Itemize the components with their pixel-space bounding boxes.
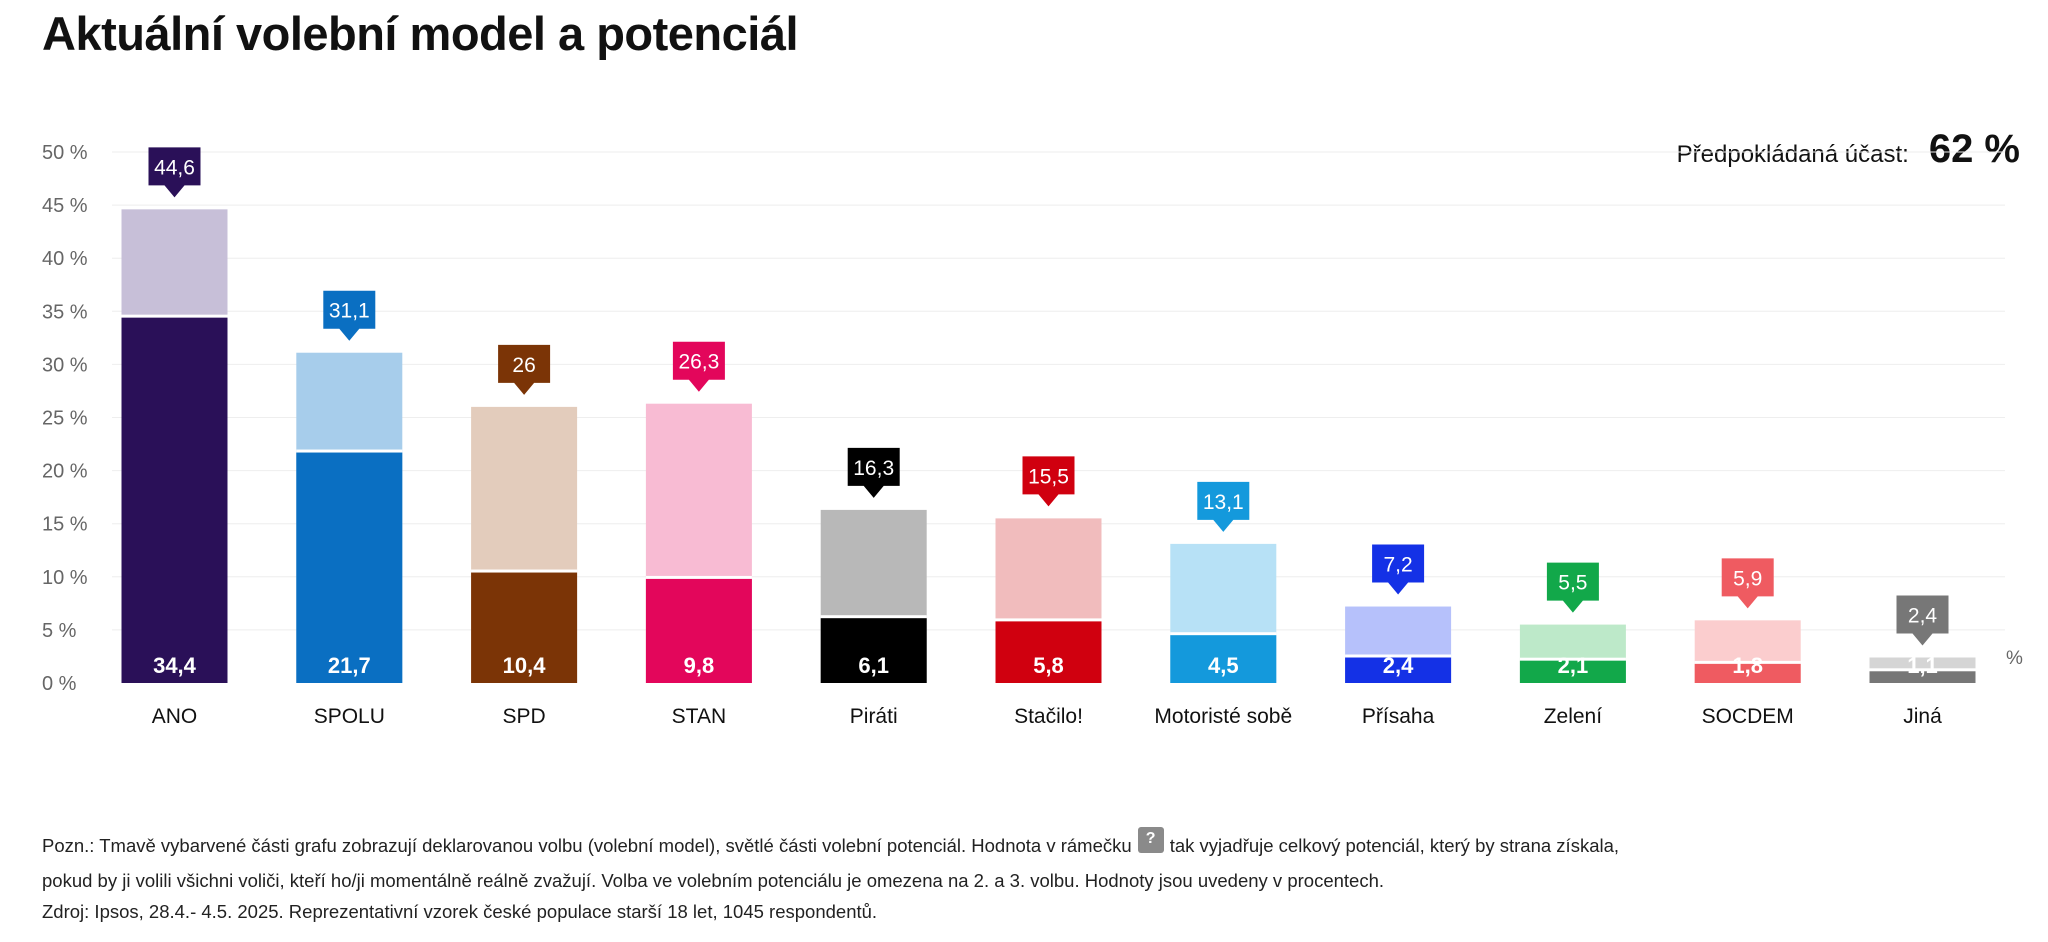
- potential-value-label: 26: [512, 354, 535, 377]
- turnout-value: 62 %: [1928, 127, 2020, 171]
- model-value-label: 1,1: [1907, 653, 1938, 678]
- source-text: Zdroj: Ipsos, 28.4.- 4.5. 2025. Reprezen…: [42, 901, 878, 922]
- category-label: ANO: [152, 705, 198, 728]
- y-tick-label: 45 %: [42, 195, 88, 217]
- potential-flag: [1721, 558, 1774, 609]
- model-bar: [1694, 663, 1801, 683]
- bar-separator: [1345, 654, 1452, 658]
- model-bar: [1519, 660, 1626, 683]
- bar-separator: [1694, 660, 1801, 664]
- bar-separator: [820, 615, 927, 619]
- y-tick-label: 0 %: [42, 673, 77, 695]
- model-bar: [820, 618, 927, 683]
- unit-label: %: [2006, 648, 2023, 669]
- category-label: SOCDEM: [1702, 705, 1794, 728]
- question-badge-icon: ?: [1137, 827, 1164, 853]
- potential-flag: [847, 447, 900, 498]
- note-text-2: pokud by ji volili všichni voliči, kteří…: [42, 870, 1384, 891]
- model-value-label: 2,4: [1383, 653, 1414, 678]
- y-tick-label: 5 %: [42, 620, 77, 642]
- model-bar: [1869, 671, 1976, 683]
- bar-separator: [645, 575, 752, 579]
- model-value-label: 6,1: [858, 653, 889, 678]
- y-tick-label: 15 %: [42, 514, 88, 536]
- category-label: SPOLU: [314, 705, 385, 728]
- category-label: Motoristé sobě: [1154, 705, 1292, 728]
- potential-flag: [498, 344, 551, 395]
- y-tick-label: 50 %: [42, 142, 88, 164]
- potential-flag: [672, 341, 725, 392]
- category-label: SPD: [503, 705, 546, 728]
- potential-flag: [1197, 481, 1250, 532]
- bar-chart: 0 % 5 % 10 % 15 % 20 % 25 % 30 % 35 % 40 % 45 % 50…: [42, 142, 2023, 728]
- bar-separator: [995, 618, 1102, 622]
- model-bar: [995, 621, 1102, 683]
- model-value-label: 2,1: [1558, 653, 1589, 678]
- potential-value-label: 44,6: [154, 156, 195, 179]
- potential-value-label: 5,5: [1558, 572, 1587, 595]
- model-bar: [1345, 657, 1452, 683]
- model-value-label: 9,8: [684, 653, 715, 678]
- potential-flag: [1896, 595, 1949, 646]
- category-label: Piráti: [850, 705, 898, 728]
- potential-value-label: 2,4: [1908, 605, 1938, 628]
- model-value-label: 1,8: [1732, 653, 1763, 678]
- y-tick-label: 30 %: [42, 354, 88, 376]
- bar-separator: [121, 314, 228, 318]
- category-label: Přísaha: [1362, 705, 1435, 728]
- potential-value-label: 13,1: [1203, 491, 1244, 514]
- model-bar: [645, 578, 752, 683]
- bar-separator: [471, 569, 578, 573]
- potential-flag: [1546, 562, 1599, 613]
- y-tick-label: 20 %: [42, 461, 88, 483]
- turnout-label: Předpokládaná účast:: [1676, 141, 1909, 168]
- model-value-label: 21,7: [328, 653, 371, 678]
- bar-separator: [1869, 668, 1976, 672]
- potential-flag: [1372, 544, 1425, 595]
- model-bar: [296, 452, 403, 683]
- potential-value-label: 15,5: [1028, 465, 1069, 488]
- y-tick-label: 40 %: [42, 248, 88, 270]
- model-value-label: 34,4: [153, 653, 197, 678]
- potential-flag: [1022, 456, 1075, 507]
- category-label: STAN: [672, 705, 726, 728]
- model-value-label: 5,8: [1033, 653, 1064, 678]
- note-text-1b: tak vyjadřuje celkový potenciál, který b…: [1169, 835, 1620, 856]
- category-label: Jiná: [1903, 705, 1942, 728]
- chart-title: Aktuální volební model a potenciál: [42, 7, 799, 60]
- bar-separator: [296, 449, 403, 453]
- bar-separator: [1519, 657, 1626, 661]
- y-tick-label: 35 %: [42, 301, 88, 323]
- model-bar: [1170, 635, 1277, 683]
- model-value-label: 10,4: [503, 653, 547, 678]
- potential-value-label: 26,3: [678, 351, 719, 374]
- model-bar: [471, 572, 578, 683]
- model-bar: [121, 317, 228, 683]
- potential-value-label: 31,1: [329, 300, 370, 323]
- potential-flag: [323, 290, 376, 341]
- category-label: Stačilo!: [1014, 705, 1083, 728]
- model-value-label: 4,5: [1208, 653, 1239, 678]
- potential-value-label: 5,9: [1733, 567, 1762, 590]
- potential-value-label: 16,3: [853, 457, 894, 480]
- bar-separator: [1170, 632, 1277, 636]
- note-text-1a: Pozn.: Tmavě vybarvené části grafu zobra…: [42, 835, 1132, 856]
- turnout-box: Předpokládaná účast: 62 %: [1677, 127, 2020, 172]
- category-label: Zelení: [1544, 705, 1603, 728]
- y-tick-label: 10 %: [42, 567, 88, 589]
- potential-flag: [148, 147, 201, 198]
- potential-value-label: 7,2: [1383, 554, 1412, 577]
- y-tick-label: 25 %: [42, 408, 88, 430]
- chart-notes: Pozn.: Tmavě vybarvené části grafu zobra…: [42, 827, 1962, 894]
